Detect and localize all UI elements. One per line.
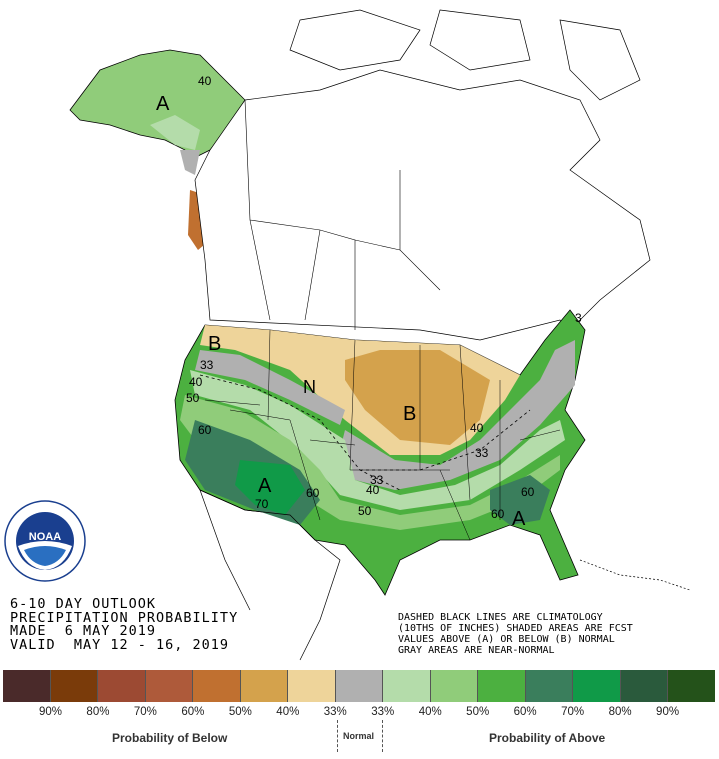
legend-label: 80% <box>608 706 632 718</box>
legend-label: 40% <box>276 706 300 718</box>
note-line4: GRAY AREAS ARE NEAR-NORMAL <box>398 645 555 656</box>
legend-swatch <box>668 670 715 702</box>
legend-swatch <box>288 670 336 702</box>
legend-label: 70% <box>561 706 585 718</box>
label-N: N <box>303 377 316 397</box>
outlook-title-block: 6-10 DAY OUTLOOK PRECIPITATION PROBABILI… <box>10 596 300 653</box>
normal-divider-left <box>337 720 338 752</box>
legend-swatch <box>430 670 479 702</box>
central-gray <box>340 340 575 490</box>
label-40a: 40 <box>189 375 203 389</box>
legend-swatch <box>620 670 669 702</box>
label-50b: 50 <box>358 504 372 518</box>
canada-outline <box>194 69 651 341</box>
legend-swatch <box>478 670 526 702</box>
note-line1: DASHED BLACK LINES ARE CLIMATOLOGY <box>398 612 603 623</box>
legend-label: 33% <box>371 706 395 718</box>
midwest-below-40 <box>345 350 490 445</box>
legend-swatch <box>525 670 574 702</box>
climatology-dashed <box>199 374 531 491</box>
legend-label: 80% <box>86 706 110 718</box>
legend-label-spacer <box>691 706 715 718</box>
west-gray <box>195 350 345 425</box>
label-60d: 60 <box>491 507 505 521</box>
notes-block: DASHED BLACK LINES ARE CLIMATOLOGY (10TH… <box>398 612 718 656</box>
label-40c: 40 <box>366 483 380 497</box>
west-light-above <box>190 370 565 510</box>
legend-swatch <box>98 670 146 702</box>
noaa-logo-text: NOAA <box>29 531 61 543</box>
legend-swatch <box>573 670 621 702</box>
title-valid: VALID MAY 12 - 16, 2019 <box>10 636 230 653</box>
caption-above: Probability of Above <box>489 731 606 745</box>
sw-above-70 <box>235 460 305 515</box>
mexico-outline <box>199 489 341 661</box>
title-line1: 6-10 DAY OUTLOOK <box>10 596 157 612</box>
legend-label: 90% <box>38 706 62 718</box>
label-60a: 60 <box>198 423 212 437</box>
legend-swatch <box>50 670 99 702</box>
se-above-60 <box>490 475 550 525</box>
legend-swatch <box>193 670 241 702</box>
legend-labels: 90% 80% 70% 60% 50% 40% 33% 33% 40% 50% 60% 70% 80% 9… <box>3 706 715 718</box>
label-60c: 60 <box>521 485 535 499</box>
alaska-light-zone <box>150 115 200 150</box>
title-made: MADE 6 MAY 2019 <box>10 623 157 639</box>
label-33c: 33 <box>370 473 384 487</box>
label-50a: 50 <box>186 391 200 405</box>
label-se-A: A <box>512 508 526 530</box>
alaska-panhandle-gray <box>180 150 200 175</box>
noaa-logo: NOAA <box>4 500 86 582</box>
legend-label: 70% <box>133 706 157 718</box>
legend-swatch <box>335 670 384 702</box>
label-sw-A: A <box>258 475 272 497</box>
label-70: 70 <box>255 497 269 511</box>
legend-label: 40% <box>418 706 442 718</box>
label-alaska-40: 40 <box>198 74 212 88</box>
legend-swatch <box>383 670 431 702</box>
legend-swatch <box>145 670 194 702</box>
legend-swatch <box>3 670 51 702</box>
legend-color-bar <box>3 670 715 702</box>
legend-label: 60% <box>181 706 205 718</box>
caption-normal: Normal <box>343 731 375 741</box>
title-line2: PRECIPITATION PROBABILITY <box>10 609 239 626</box>
note-line3: VALUES ABOVE (A) OR BELOW (B) NORMAL <box>398 634 615 645</box>
label-mid-B: B <box>403 403 416 425</box>
label-40b: 40 <box>470 421 484 435</box>
label-west-B: B <box>208 333 221 355</box>
legend-label-spacer <box>3 706 27 718</box>
legend-swatch <box>240 670 289 702</box>
normal-divider-right <box>382 720 383 752</box>
label-ne-3: 3 <box>575 311 582 325</box>
label-60b: 60 <box>306 486 320 500</box>
outlook-map: A 40 B 33 40 50 60 N B 40 33 A 70 60 33 … <box>69 9 691 661</box>
legend-label: 50% <box>228 706 252 718</box>
canada-islands <box>289 9 641 101</box>
label-alaska-A: A <box>156 93 170 115</box>
caribbean-outline <box>579 559 691 591</box>
legend-label: 33% <box>323 706 347 718</box>
label-33b: 33 <box>475 446 489 460</box>
legend-label: 50% <box>466 706 490 718</box>
caption-below: Probability of Below <box>112 731 228 745</box>
note-line2: (10THS OF INCHES) SHADED AREAS ARE FCST <box>398 623 633 634</box>
legend-label: 90% <box>656 706 680 718</box>
state-lines <box>204 329 561 541</box>
province-lines <box>244 99 441 330</box>
label-33a: 33 <box>200 358 214 372</box>
legend-label: 60% <box>513 706 537 718</box>
